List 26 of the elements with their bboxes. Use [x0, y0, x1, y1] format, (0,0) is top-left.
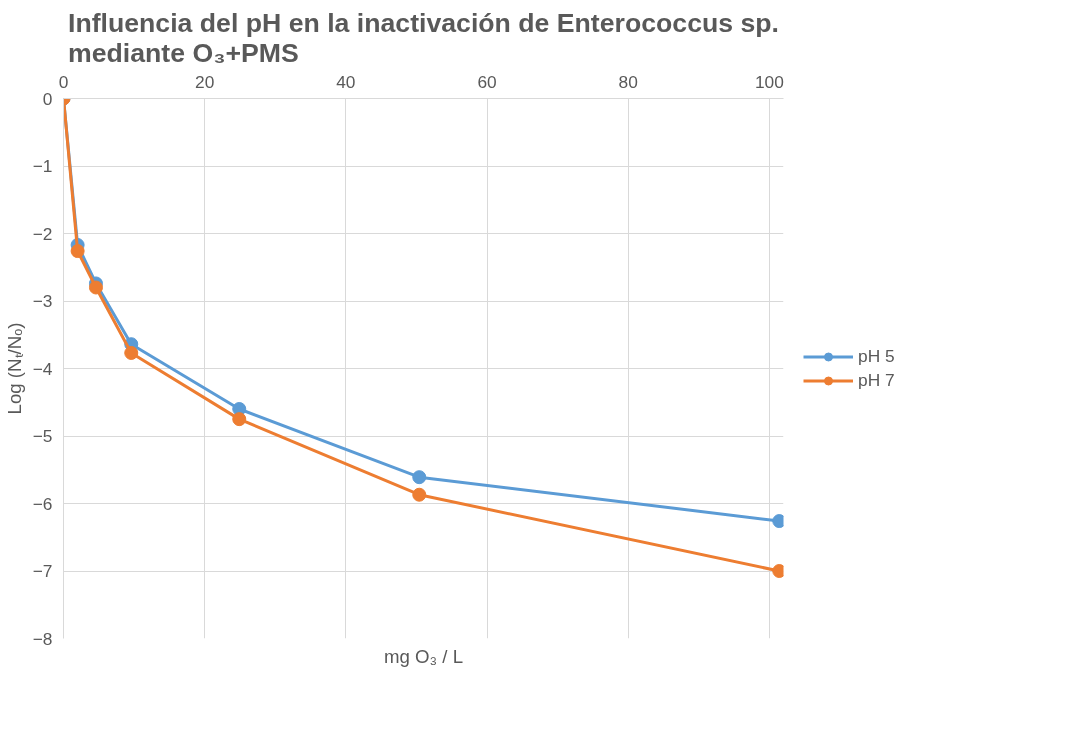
- x-axis-title: mg O₃ / L: [383, 645, 464, 667]
- y-tick-label: −5: [32, 426, 53, 446]
- x-tick-label: 100: [754, 71, 784, 92]
- x-tick-label: 0: [58, 71, 69, 92]
- legend-label: pH 5: [858, 345, 895, 367]
- y-tick-label: 0: [42, 88, 53, 109]
- x-tick-label: 60: [477, 71, 497, 92]
- point: [70, 244, 85, 259]
- x-tick-label: 40: [336, 71, 356, 92]
- chart-title: Influencia del pH en la inactivación de Enterococcus sp. mediante O₃+PMS: [67, 7, 780, 68]
- point: [412, 487, 427, 502]
- y-tick-label: −4: [32, 358, 53, 379]
- x-tick-label: 80: [618, 71, 638, 92]
- point: [232, 412, 247, 427]
- x-tick-label: 20: [195, 71, 215, 92]
- point: [88, 280, 103, 295]
- y-tick-label: −1: [32, 156, 53, 176]
- y-tick-label: −2: [32, 223, 53, 244]
- y-tick-label: −8: [32, 628, 53, 649]
- point: [124, 345, 139, 360]
- y-tick-label: −7: [32, 561, 53, 581]
- y-tick-label: −3: [32, 291, 53, 311]
- legend-label: pH 7: [858, 369, 895, 391]
- y-tick-label: −6: [32, 493, 53, 514]
- point: [412, 470, 427, 485]
- y-axis-title: Log (Nₜ/Nₒ): [3, 322, 25, 415]
